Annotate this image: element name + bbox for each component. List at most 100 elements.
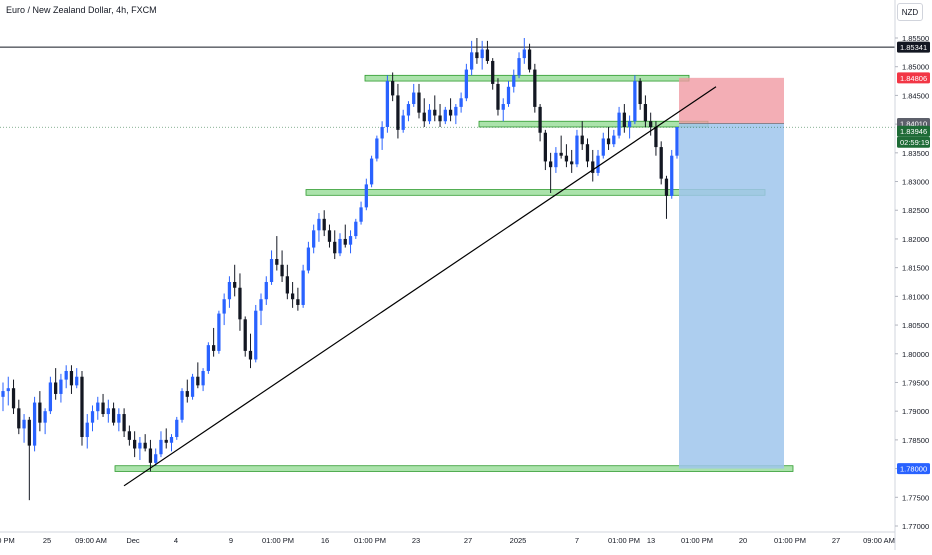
candle-body bbox=[480, 49, 484, 59]
candle-body bbox=[143, 442, 147, 449]
short-position-tool[interactable] bbox=[679, 77, 784, 469]
candle-body bbox=[417, 92, 421, 113]
candle-body bbox=[106, 408, 110, 415]
candle-body bbox=[301, 270, 305, 305]
time-tick-label: 01:00 PM bbox=[608, 536, 640, 545]
time-tick-label: 27 bbox=[464, 536, 472, 545]
take-profit-zone[interactable] bbox=[679, 123, 784, 469]
time-tick-label: 2025 bbox=[510, 536, 527, 545]
price-tag-stop bbox=[897, 72, 930, 84]
candle-body bbox=[369, 158, 374, 185]
candle-body bbox=[196, 376, 200, 386]
candle-body bbox=[280, 264, 284, 277]
candle-body bbox=[585, 144, 590, 162]
candle-body bbox=[654, 126, 658, 148]
price-tag-countdown-label: 02:59:19 bbox=[900, 138, 929, 147]
candle-body bbox=[75, 376, 79, 386]
time-axis[interactable]: 0 PM 25 09:00 AM Dec 4 9 01:00 PM 16 01:00 PM 23 2… bbox=[0, 531, 895, 545]
price-tick-label: 1.83500 bbox=[902, 149, 929, 158]
candle-body bbox=[211, 345, 216, 351]
candle-body bbox=[338, 238, 342, 254]
candle-body bbox=[538, 106, 542, 133]
candle-body bbox=[633, 81, 637, 122]
price-tick-label: 1.80500 bbox=[902, 321, 929, 330]
price-tick-label: 1.77500 bbox=[902, 493, 929, 502]
price-tick-label: 1.77000 bbox=[902, 522, 929, 531]
candle-body bbox=[206, 345, 210, 371]
candle-body bbox=[59, 379, 63, 394]
candle-body bbox=[559, 152, 563, 156]
candle-body bbox=[454, 106, 458, 116]
symbol-timeframe: 4h bbox=[116, 5, 127, 15]
candle-body bbox=[422, 112, 426, 122]
candle-body bbox=[622, 112, 626, 127]
candle-body bbox=[69, 370, 74, 386]
candle-body bbox=[406, 104, 411, 116]
candle-body bbox=[333, 241, 337, 254]
candle-body bbox=[85, 422, 89, 438]
candle-body bbox=[169, 437, 174, 443]
stop-loss-zone[interactable] bbox=[679, 77, 784, 124]
candle-body bbox=[175, 419, 179, 438]
price-tag-target-label: 1.78000 bbox=[900, 465, 927, 474]
time-tick-label: 01:00 PM bbox=[681, 536, 713, 545]
zone-mid[interactable] bbox=[478, 120, 709, 128]
time-tick-label: 16 bbox=[321, 536, 329, 545]
candle-body bbox=[285, 276, 289, 294]
time-tick-label: Dec bbox=[126, 536, 140, 545]
candle-body bbox=[54, 382, 58, 394]
symbol-exchange: FXCM bbox=[131, 5, 157, 15]
trendline-layer[interactable] bbox=[123, 86, 717, 487]
candle-body bbox=[649, 121, 653, 127]
trendline[interactable] bbox=[123, 86, 717, 487]
candle-body bbox=[6, 388, 10, 392]
price-axis[interactable]: 1.855001.850001.845001.840001.835001.830… bbox=[894, 0, 929, 550]
candle-body bbox=[290, 293, 295, 300]
candle-body bbox=[612, 135, 616, 145]
candle-body bbox=[485, 49, 490, 61]
candle-body bbox=[164, 439, 168, 443]
candle-body bbox=[148, 448, 153, 463]
candle-body bbox=[675, 126, 679, 156]
time-tick-label: 7 bbox=[575, 536, 579, 545]
candle-body bbox=[580, 135, 584, 145]
price-tick-label: 1.85000 bbox=[902, 63, 929, 72]
candle-body bbox=[364, 184, 368, 208]
price-tag-target bbox=[897, 463, 930, 475]
candle-body bbox=[275, 259, 279, 265]
candle-body bbox=[264, 282, 268, 300]
candle-body bbox=[64, 370, 68, 380]
horizontal-lines bbox=[0, 46, 895, 128]
candle-body bbox=[80, 376, 84, 438]
candle-body bbox=[601, 138, 605, 156]
zone-target-support[interactable] bbox=[114, 465, 794, 472]
time-tick-label: 9 bbox=[229, 536, 233, 545]
candle-body bbox=[201, 370, 205, 386]
candle-body bbox=[570, 161, 574, 165]
price-tag-countdown bbox=[897, 136, 930, 148]
candle-body bbox=[380, 126, 384, 139]
candle-body bbox=[133, 439, 137, 449]
symbol-title[interactable]: Euro / New Zealand Dollar, 4h, FXCM bbox=[6, 5, 157, 15]
candle-body bbox=[248, 350, 253, 360]
candle-body bbox=[317, 218, 321, 231]
price-tick-label: 1.78500 bbox=[902, 436, 929, 445]
candle-body bbox=[1, 391, 5, 397]
candle-body bbox=[154, 454, 158, 463]
currency-button[interactable]: NZD bbox=[897, 3, 923, 21]
candle-body bbox=[591, 161, 595, 173]
price-tag-entry-label: 1.84010 bbox=[900, 120, 927, 129]
candle-body bbox=[38, 402, 42, 423]
candle-body bbox=[606, 138, 611, 145]
candle-body bbox=[533, 69, 537, 107]
candle-body bbox=[259, 299, 263, 311]
candle-body bbox=[659, 147, 663, 179]
time-tick-label: 0 PM bbox=[0, 536, 15, 545]
candle-body bbox=[375, 138, 379, 159]
candle-body bbox=[296, 299, 300, 305]
price-tag-top-line bbox=[897, 41, 930, 53]
zones bbox=[114, 74, 794, 472]
candle-body bbox=[670, 155, 674, 196]
price-tag-current bbox=[897, 125, 930, 137]
